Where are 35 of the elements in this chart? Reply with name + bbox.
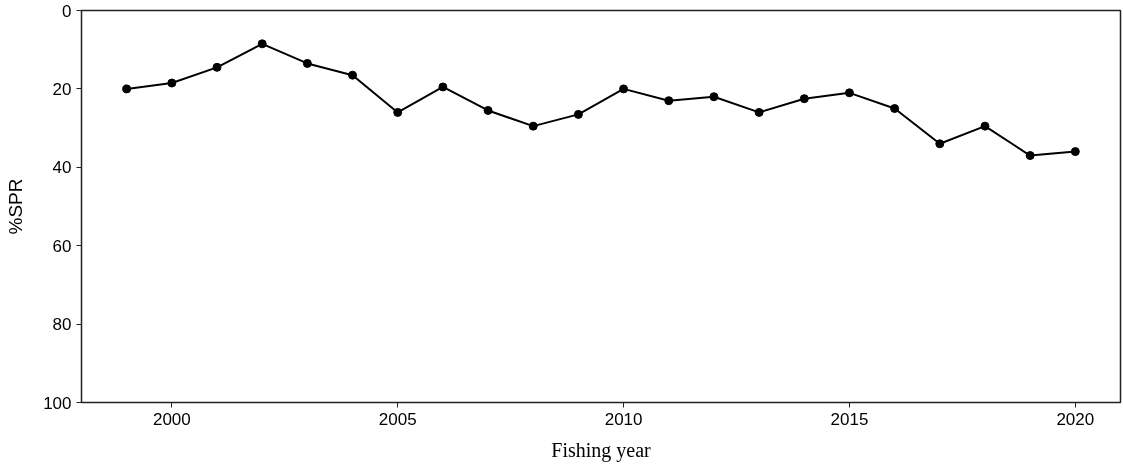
x-tick-label: 2015 [830,409,869,429]
point [167,78,177,88]
point [754,107,764,117]
x-axis-title: Fishing year [551,438,652,462]
point [348,70,358,80]
x-tick-label: 2005 [378,409,417,429]
x-tick-label: 2000 [152,409,191,429]
point [257,39,267,49]
y-tick-label: 20 [52,79,72,99]
point [393,107,403,117]
point [1070,147,1080,157]
point [619,84,629,94]
point [1025,151,1035,161]
point [302,58,312,68]
point [935,139,945,149]
point [844,88,854,98]
point [438,82,448,92]
x-tick-label: 2020 [1056,409,1095,429]
x-tick-label: 2010 [604,409,643,429]
y-tick-label: 80 [52,315,72,335]
point [799,94,809,104]
point [980,121,990,131]
point [890,104,900,113]
point [664,96,674,106]
y-tick-label: 0 [62,1,72,21]
point [528,121,538,131]
y-tick-label: 60 [52,236,72,256]
y-axis-title: %SPR [5,178,27,235]
y-tick-label: 100 [43,393,72,413]
point [212,62,222,72]
point [709,92,719,102]
point [573,109,583,119]
y-tick-label: 40 [52,158,72,178]
point [122,84,132,94]
point [483,105,493,115]
